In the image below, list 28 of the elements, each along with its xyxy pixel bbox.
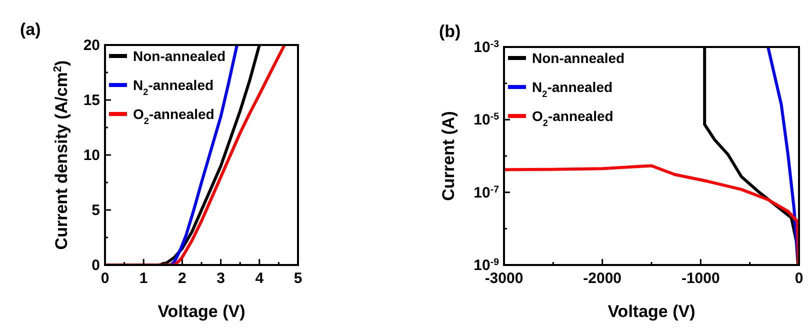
x-tick-label: -2000 (583, 270, 622, 287)
y-tick-label: 10$^{-5}$ (474, 111, 500, 129)
x-axis-title: Voltage (V) (608, 302, 696, 321)
x-tick-label: 1 (139, 270, 148, 287)
y-tick-label: 10 (83, 147, 100, 164)
legend-label: Non-annealed (532, 50, 625, 66)
chart-title: (b) (439, 22, 461, 41)
legend-label: O$_{2}$-annealed (532, 108, 614, 128)
chart-title: (a) (20, 20, 41, 39)
legend-label: N$_{2}$-annealed (532, 79, 613, 99)
x-tick-label: 4 (255, 270, 264, 287)
legend-label: Non-annealed (133, 48, 226, 64)
x-tick-label: 3 (216, 270, 225, 287)
y-tick-label: 10$^{-7}$ (474, 184, 499, 202)
line-series (504, 164, 799, 265)
y-tick-label: 20 (83, 37, 100, 54)
x-tick-label: -1000 (681, 270, 720, 287)
legend-label: O$_{2}$-annealed (133, 106, 214, 126)
x-tick-label: 0 (794, 270, 804, 287)
y-tick-label: 15 (83, 92, 100, 109)
y-axis-title: Current (A) (439, 111, 458, 201)
legend-label: N$_{2}$-annealed (133, 77, 214, 97)
x-axis-title: Voltage (V) (158, 302, 246, 321)
y-tick-label: 10$^{-3}$ (474, 38, 500, 56)
y-tick-label: 5 (92, 202, 100, 219)
x-tick-label: 5 (294, 270, 302, 287)
y-tick-label: 0 (92, 257, 100, 274)
x-tick-label: 2 (178, 270, 186, 287)
